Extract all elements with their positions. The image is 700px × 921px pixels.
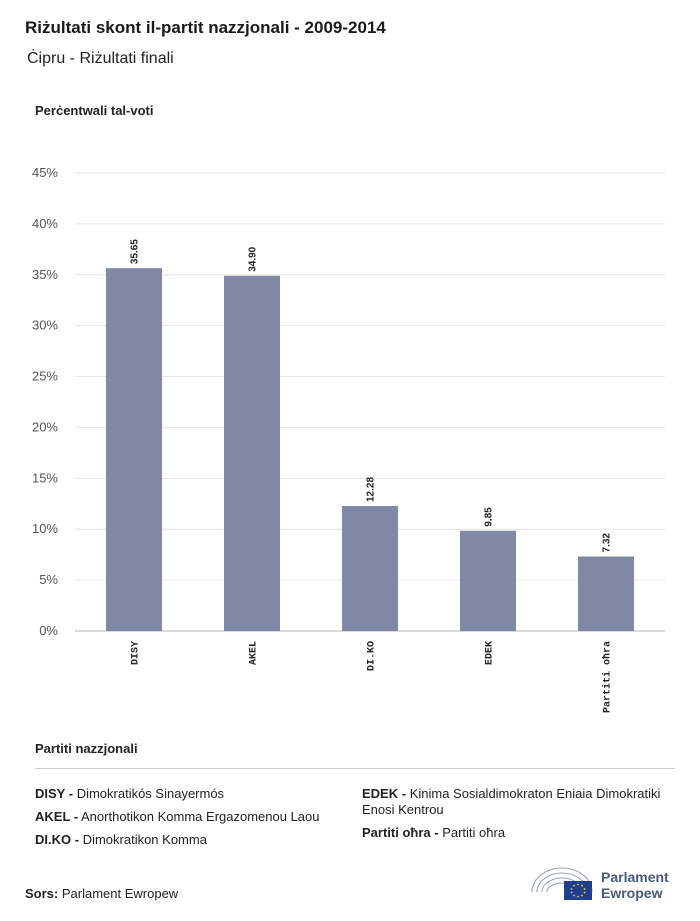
legend-column-left: DISY - Dimokratikós Sinayermós AKEL - An… [35, 786, 345, 855]
logo-wordmark: Parlament Ewropew [601, 869, 669, 901]
legend-abbr: DI.KO - [35, 832, 80, 847]
legend-divider [35, 768, 675, 769]
bar-value-label: 9.85 [484, 507, 495, 527]
legend-title: Partiti nazzjonali [35, 741, 138, 756]
x-tick-label: Partiti oħra [602, 641, 614, 713]
bar-chart: 0% 5% 10% 15% 20% 25% 30% 35% 40% 45% 35.65 DISY 34.… [32, 165, 665, 713]
legend-name: Kinima Sosialdimokraton Eniaia Dimokrati… [362, 786, 661, 817]
bar [460, 530, 516, 631]
y-tick-label: 35% [32, 267, 58, 282]
legend-abbr: AKEL - [35, 809, 79, 824]
bar-value-label: 35.65 [130, 239, 141, 264]
legend-item: EDEK - Kinima Sosialdimokraton Eniaia Di… [362, 786, 682, 818]
bar-value-label: 7.32 [602, 533, 613, 553]
logo-line-2: Ewropew [601, 885, 663, 901]
y-tick-label: 40% [32, 216, 58, 231]
y-tick-label: 10% [32, 521, 58, 536]
source-note: Sors: Parlament Ewropew [25, 886, 178, 901]
y-tick-label: 0% [39, 623, 58, 638]
x-tick-label: DI.KO [367, 641, 378, 671]
legend-item: DI.KO - Dimokratikon Komma [35, 832, 345, 848]
x-tick-label: DISY [131, 641, 142, 665]
y-axis-title: Perċentwali tal-voti [35, 103, 154, 118]
y-tick-label: 20% [32, 419, 58, 434]
y-tick-label: 30% [32, 318, 58, 333]
legend-item: Partiti oħra - Partiti oħra [362, 825, 682, 841]
y-tick-label: 45% [32, 165, 58, 180]
european-parliament-logo-icon [531, 867, 593, 900]
bar [224, 275, 280, 631]
page-title: Riżultati skont il-partit nazzjonali - 2… [25, 18, 386, 37]
y-tick-label: 25% [32, 369, 58, 384]
bar [578, 556, 634, 631]
y-tick-label: 15% [32, 470, 58, 485]
x-tick-label: EDEK [485, 641, 496, 665]
page-subtitle: Ċipru - Riżultati finali [27, 50, 174, 67]
legend-abbr: EDEK - [362, 786, 407, 801]
bar [106, 268, 162, 631]
legend-item: AKEL - Anorthotikon Komma Ergazomenou La… [35, 809, 345, 825]
y-tick-label: 5% [39, 572, 58, 587]
legend-name: Anorthotikon Komma Ergazomenou Laou [81, 809, 320, 824]
x-tick-label: AKEL [249, 641, 260, 665]
legend-name: Dimokratikon Komma [82, 832, 207, 847]
source-label: Sors: [25, 886, 59, 901]
logo-line-1: Parlament [601, 869, 669, 885]
source-value: Parlament Ewropew [61, 886, 179, 901]
bar-value-label: 12.28 [366, 477, 377, 502]
legend-name: Dimokratikós Sinayermós [76, 786, 225, 801]
bar [342, 506, 398, 631]
legend-column-right: EDEK - Kinima Sosialdimokraton Eniaia Di… [362, 786, 682, 848]
legend-abbr: Partiti oħra - [362, 825, 439, 840]
legend-name: Partiti oħra [442, 825, 506, 840]
legend-item: DISY - Dimokratikós Sinayermós [35, 786, 345, 802]
bar-value-label: 34.90 [248, 246, 259, 271]
legend-abbr: DISY - [35, 786, 74, 801]
